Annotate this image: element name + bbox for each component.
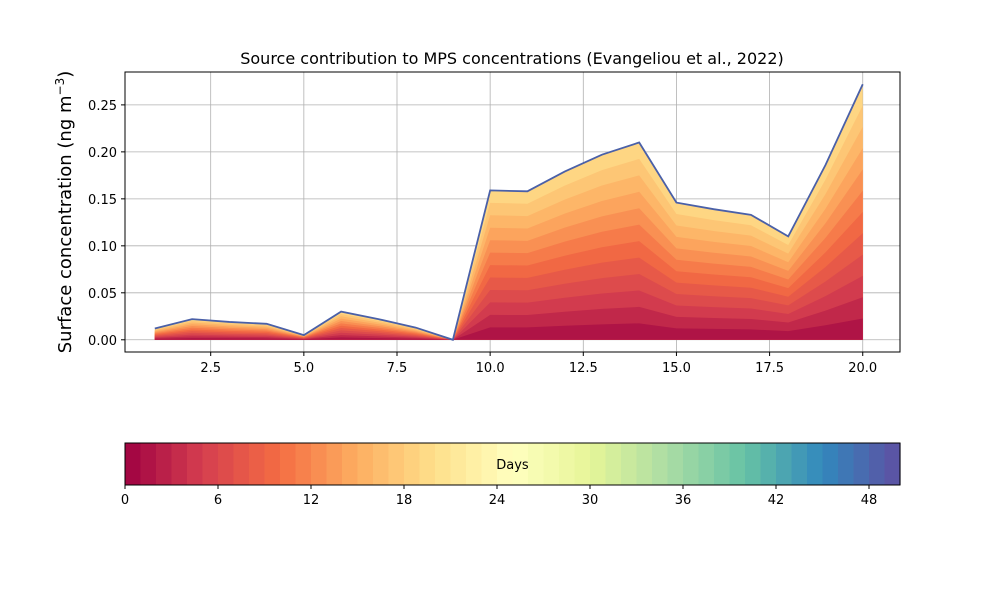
colorbar-segment [559, 443, 576, 485]
colorbar-segment [264, 443, 281, 485]
colorbar-segment [869, 443, 886, 485]
x-tick-label: 10.0 [476, 361, 505, 376]
colorbar-segment [621, 443, 638, 485]
colorbar-segment [202, 443, 219, 485]
colorbar-segment [512, 443, 529, 485]
colorbar-segment [466, 443, 483, 485]
colorbar-tick-label: 24 [489, 493, 506, 508]
colorbar-segment [853, 443, 870, 485]
colorbar-tick-label: 6 [214, 493, 222, 508]
colorbar-segment [140, 443, 157, 485]
colorbar-segment [388, 443, 405, 485]
y-axis-label: Surface concentration (ng m−3) [53, 71, 76, 354]
x-tick-label: 20.0 [848, 361, 877, 376]
colorbar-tick-label: 36 [675, 493, 692, 508]
colorbar-segment [156, 443, 173, 485]
y-axis-label-exponent: −3 [53, 78, 67, 96]
colorbar-segment [667, 443, 684, 485]
colorbar-segment [435, 443, 452, 485]
colorbar-segment [745, 443, 762, 485]
y-tick-label: 0.20 [88, 146, 117, 161]
colorbar-segment [295, 443, 312, 485]
colorbar-tick-label: 18 [396, 493, 413, 508]
total-concentration-line [154, 83, 864, 341]
colorbar-segment [357, 443, 374, 485]
chart-title: Source contribution to MPS concentration… [240, 49, 784, 68]
colorbar-segment [326, 443, 343, 485]
colorbar-segment [342, 443, 359, 485]
colorbar-segment [574, 443, 591, 485]
plot-area: 2.5 5.0 7.5 10.0 12.5 15.0 17.5 20.0 0.00 0.05 0.1… [88, 71, 901, 376]
colorbar-segment [481, 443, 498, 485]
colorbar: Days 0 6 12 18 24 30 36 42 48 [121, 442, 901, 508]
colorbar-segment [605, 443, 622, 485]
colorbar-segment [373, 443, 390, 485]
colorbar-segment [171, 443, 188, 485]
colorbar-segment [760, 443, 777, 485]
y-axis-label-suffix: ) [55, 71, 76, 78]
colorbar-segment [714, 443, 731, 485]
colorbar-segment [590, 443, 607, 485]
x-tick-label: 7.5 [387, 361, 408, 376]
colorbar-segment [776, 443, 793, 485]
colorbar-segment [884, 443, 901, 485]
colorbar-segment [419, 443, 436, 485]
y-tick-label: 0.05 [88, 287, 117, 302]
colorbar-tick-label: 0 [121, 493, 129, 508]
colorbar-tick-label: 42 [768, 493, 785, 508]
colorbar-segment [404, 443, 421, 485]
colorbar-tick-label: 30 [582, 493, 599, 508]
colorbar-segment [729, 443, 746, 485]
colorbar-tick-label: 12 [303, 493, 320, 508]
y-tick-label: 0.10 [88, 240, 117, 255]
colorbar-segment [218, 443, 235, 485]
x-tick-label: 17.5 [755, 361, 784, 376]
colorbar-segment [543, 443, 560, 485]
x-tick-label: 2.5 [200, 361, 221, 376]
colorbar-segment [311, 443, 328, 485]
plot-frame [124, 71, 901, 353]
y-tick-label: 0.00 [88, 334, 117, 349]
x-tick-label: 12.5 [569, 361, 598, 376]
colorbar-label: Days [496, 458, 529, 473]
colorbar-segment [233, 443, 250, 485]
x-tick-label: 15.0 [662, 361, 691, 376]
colorbar-segment [450, 443, 467, 485]
colorbar-segment [652, 443, 669, 485]
colorbar-tick-label: 48 [861, 493, 878, 508]
colorbar-segment [698, 443, 715, 485]
colorbar-frame [124, 442, 901, 486]
colorbar-segment [822, 443, 839, 485]
colorbar-segment [249, 443, 266, 485]
x-tick-label: 5.0 [294, 361, 315, 376]
y-tick-label: 0.15 [88, 193, 117, 208]
colorbar-segment [838, 443, 855, 485]
colorbar-segment [280, 443, 297, 485]
colorbar-segment [683, 443, 700, 485]
contribution-band [154, 318, 863, 340]
colorbar-segment [636, 443, 653, 485]
colorbar-segment [125, 443, 142, 485]
colorbar-segment [807, 443, 824, 485]
colorbar-segment [528, 443, 545, 485]
colorbar-segment [187, 443, 204, 485]
colorbar-segment [791, 443, 808, 485]
colorbar-segment [497, 443, 514, 485]
y-axis-label-prefix: Surface concentration (ng m [55, 95, 76, 353]
y-tick-label: 0.25 [88, 99, 117, 114]
